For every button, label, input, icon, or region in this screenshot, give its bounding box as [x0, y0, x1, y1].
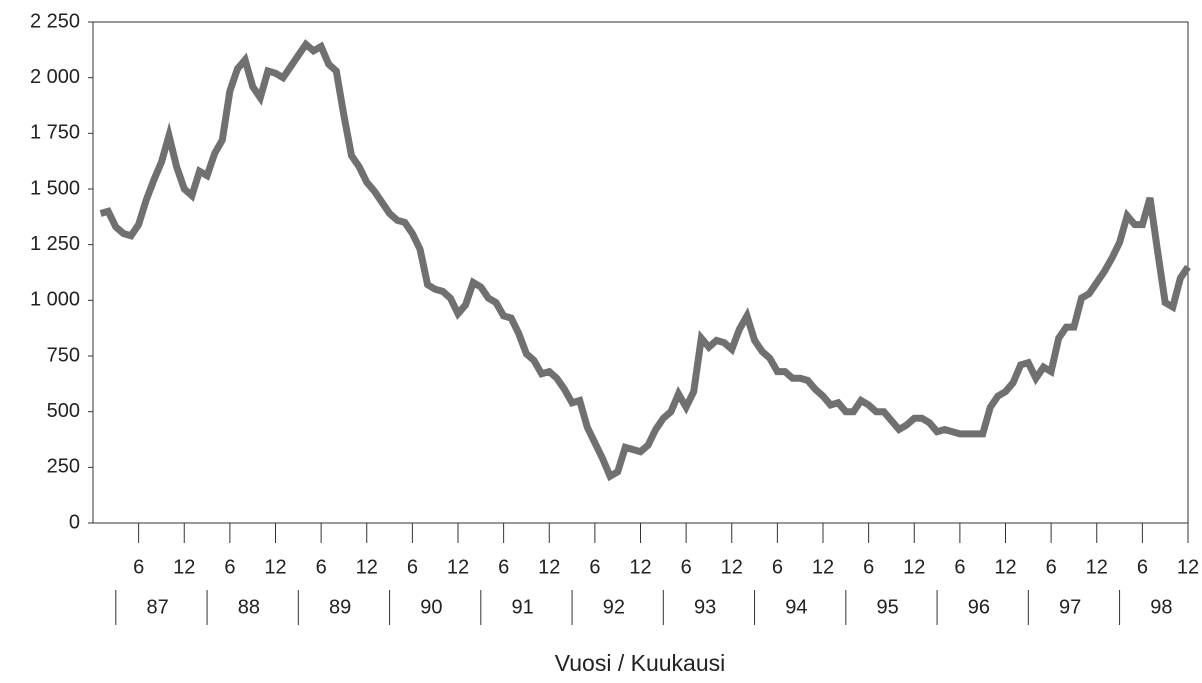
x-tick-label: 6: [133, 556, 144, 578]
year-label: 91: [512, 596, 534, 618]
year-label: 95: [877, 596, 899, 618]
year-label: 89: [329, 596, 351, 618]
year-label: 97: [1059, 596, 1081, 618]
x-tick-label: 12: [812, 556, 834, 578]
y-tick-label: 1 250: [30, 233, 80, 255]
year-label: 96: [968, 596, 990, 618]
y-tick-label: 0: [69, 511, 80, 533]
x-tick-label: 12: [903, 556, 925, 578]
x-tick-label: 6: [316, 556, 327, 578]
x-tick-label: 12: [447, 556, 469, 578]
y-tick-label: 2 250: [30, 10, 80, 32]
x-tick-label: 6: [407, 556, 418, 578]
year-label: 94: [785, 596, 807, 618]
x-tick-label: 12: [173, 556, 195, 578]
x-tick-label: 6: [1046, 556, 1057, 578]
y-tick-label: 1 000: [30, 289, 80, 311]
year-label: 90: [420, 596, 442, 618]
year-label: 87: [147, 596, 169, 618]
y-tick-label: 750: [47, 344, 80, 366]
x-tick-label: 6: [954, 556, 965, 578]
x-tick-label: 12: [994, 556, 1016, 578]
x-tick-label: 6: [772, 556, 783, 578]
y-tick-label: 1 750: [30, 122, 80, 144]
x-tick-label: 6: [1137, 556, 1148, 578]
y-tick-label: 250: [47, 456, 80, 478]
x-tick-label: 12: [1177, 556, 1199, 578]
year-label: 93: [694, 596, 716, 618]
y-tick-label: 500: [47, 400, 80, 422]
x-tick-label: 6: [681, 556, 692, 578]
y-tick-label: 2 000: [30, 66, 80, 88]
x-tick-label: 12: [538, 556, 560, 578]
x-tick-label: 6: [863, 556, 874, 578]
x-axis-title: Vuosi / Kuukausi: [555, 650, 725, 676]
year-label: 98: [1150, 596, 1172, 618]
x-tick-label: 6: [498, 556, 509, 578]
x-tick-label: 12: [721, 556, 743, 578]
year-label: 88: [238, 596, 260, 618]
x-tick-label: 12: [1086, 556, 1108, 578]
data-line: [99, 39, 1191, 482]
year-label: 92: [603, 596, 625, 618]
y-tick-label: 1 500: [30, 177, 80, 199]
x-tick-label: 6: [589, 556, 600, 578]
x-tick-label: 12: [356, 556, 378, 578]
x-tick-label: 12: [629, 556, 651, 578]
x-tick-label: 12: [264, 556, 286, 578]
x-tick-label: 6: [224, 556, 235, 578]
